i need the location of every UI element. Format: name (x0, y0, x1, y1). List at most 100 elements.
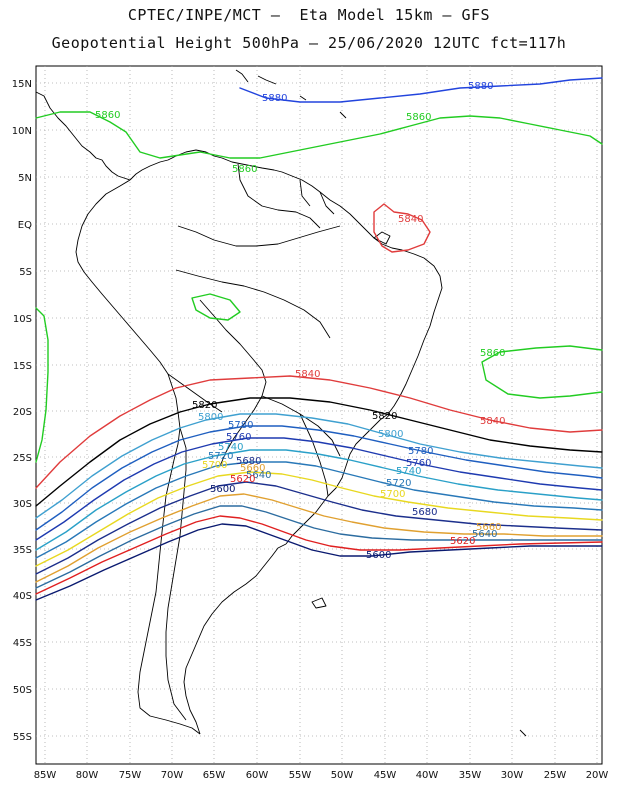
contour-5600 (35, 523, 603, 601)
contours (35, 77, 603, 601)
lat-label: EQ (18, 220, 32, 231)
label-5840: 5840 (480, 416, 505, 427)
lat-label: 5S (19, 267, 32, 278)
central-america-coast (35, 91, 131, 181)
label-5600: 5600 (210, 484, 235, 495)
label-5860: 5860 (480, 348, 505, 359)
label-5700: 5700 (380, 489, 405, 500)
caribbean-coast (129, 149, 443, 545)
label-5660: 5660 (240, 463, 265, 474)
falklands (311, 597, 327, 609)
latitude-labels: 15N 10N 5N EQ 5S 10S 15S 20S 25S 30S 35S… (12, 79, 32, 743)
lat-label: 15S (13, 361, 32, 372)
lat-label: 55S (13, 732, 32, 743)
lon-label: 35W (459, 770, 482, 781)
contour-5860-east (481, 345, 603, 399)
label-5700: 5700 (202, 460, 227, 471)
label-5860: 5860 (232, 164, 257, 175)
longitude-labels: 85W 80W 75W 70W 65W 60W 55W 50W 45W 40W … (34, 770, 609, 781)
label-5820: 5820 (372, 411, 397, 422)
lat-label: 35S (13, 545, 32, 556)
lon-label: 25W (544, 770, 567, 781)
contour-5680 (35, 481, 603, 575)
border-brazil-south (299, 413, 329, 497)
border-venezuela (237, 163, 321, 229)
label-5800: 5800 (198, 412, 223, 423)
lon-label: 80W (76, 770, 99, 781)
pacific-coast (75, 179, 201, 735)
contour-5780 (35, 425, 603, 531)
label-5660: 5660 (476, 522, 501, 533)
label-5820: 5820 (192, 400, 217, 411)
contour-5640 (35, 505, 603, 589)
border-amazon (175, 269, 331, 339)
label-5620: 5620 (230, 474, 255, 485)
border-argentina-chile (165, 427, 187, 721)
label-5800: 5800 (378, 429, 403, 440)
lon-label: 30W (501, 770, 524, 781)
contour-5800 (35, 413, 603, 519)
lat-label: 15N (12, 79, 32, 90)
label-5720: 5720 (208, 451, 233, 462)
border-colombia (177, 225, 341, 247)
lon-label: 65W (203, 770, 226, 781)
patagonia-coast (183, 543, 287, 735)
map-title: CPTEC/INPE/MCT – Eta Model 15km – GFS (127, 6, 491, 24)
lon-label: 50W (331, 770, 354, 781)
lon-label: 75W (119, 770, 142, 781)
lat-label: 10N (12, 126, 32, 137)
caribbean-islands (235, 69, 527, 737)
contour-labels: 5880 5880 5860 5860 5860 5860 5840 5840 … (95, 81, 505, 561)
lat-label: 50S (13, 685, 32, 696)
contour-5660 (35, 493, 603, 583)
label-5740: 5740 (396, 466, 421, 477)
label-5880: 5880 (468, 81, 493, 92)
lon-label: 20W (586, 770, 609, 781)
lon-label: 40W (416, 770, 439, 781)
lat-label: 5N (18, 173, 32, 184)
label-5760: 5760 (406, 458, 431, 469)
contour-5880 (239, 77, 603, 103)
contour-5840-north (373, 203, 431, 253)
lon-label: 60W (246, 770, 269, 781)
label-5840: 5840 (295, 369, 320, 380)
border-paraguay (261, 395, 341, 457)
label-5740: 5740 (218, 442, 243, 453)
contour-5860-north (35, 111, 603, 159)
contour-5620 (35, 515, 603, 595)
border-guianas (299, 179, 335, 215)
label-5680: 5680 (236, 456, 261, 467)
lat-label: 40S (13, 591, 32, 602)
label-5840: 5840 (398, 214, 423, 225)
lat-label: 45S (13, 638, 32, 649)
lon-label: 85W (34, 770, 57, 781)
map-subtitle: Geopotential Height 500hPa – 25/06/2020 … (51, 34, 567, 52)
lat-label: 25S (13, 453, 32, 464)
contour-5700 (35, 471, 603, 567)
label-5640: 5640 (472, 529, 497, 540)
label-5620: 5620 (450, 536, 475, 547)
contour-5740 (35, 449, 603, 551)
contour-5860-west (35, 307, 49, 463)
contour-5820 (35, 397, 603, 507)
lat-label: 10S (13, 314, 32, 325)
label-5860: 5860 (95, 110, 120, 121)
marajo-island (373, 231, 391, 245)
contour-5840-main (35, 375, 603, 489)
border-peru-chile (167, 373, 223, 413)
lat-label: 30S (13, 499, 32, 510)
lon-label: 70W (161, 770, 184, 781)
label-5760: 5760 (226, 432, 251, 443)
contour-5860-inland (191, 293, 241, 321)
label-5720: 5720 (386, 478, 411, 489)
label-5600: 5600 (366, 550, 391, 561)
label-5780: 5780 (228, 420, 253, 431)
label-5680: 5680 (412, 507, 437, 518)
border-bolivia (199, 299, 267, 467)
label-5780: 5780 (408, 446, 433, 457)
lon-label: 45W (374, 770, 397, 781)
label-5860: 5860 (406, 112, 431, 123)
coastlines-and-borders (35, 69, 527, 737)
lon-label: 55W (289, 770, 312, 781)
